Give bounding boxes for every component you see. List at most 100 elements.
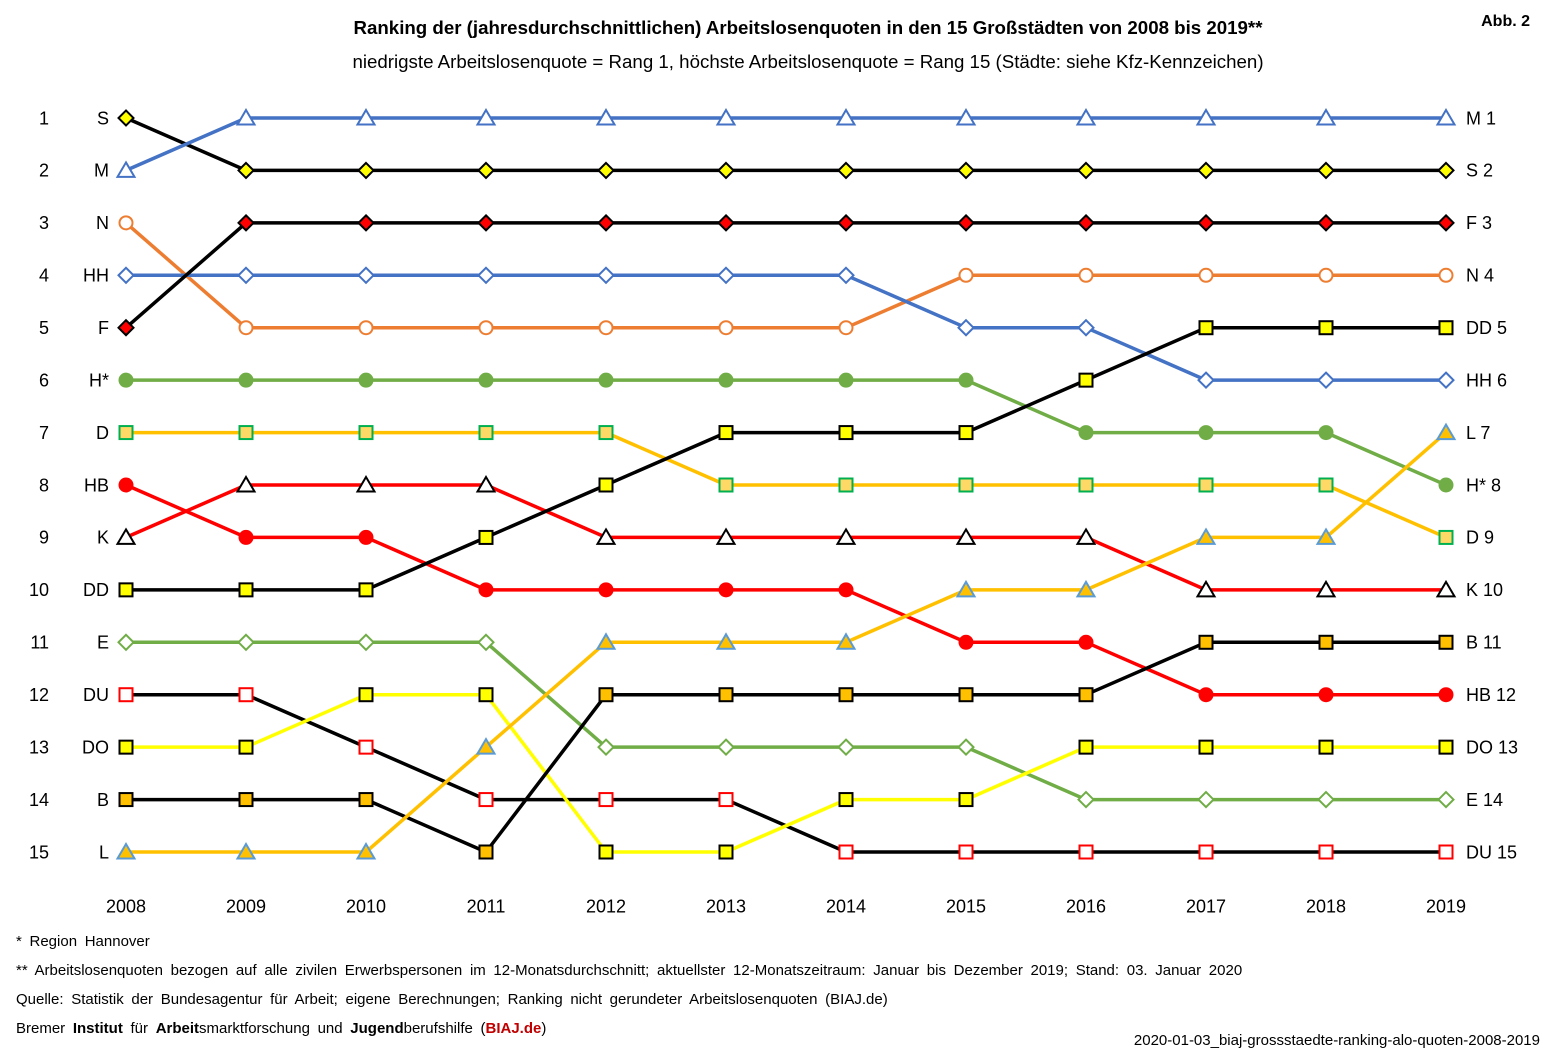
- end-label-b: B 11: [1466, 633, 1502, 653]
- marker-k-2015: [955, 527, 977, 545]
- marker-hb-2013: [718, 582, 734, 598]
- marker-n-2009: [238, 320, 254, 336]
- marker-dd-2011: [478, 529, 494, 545]
- chart-subtitle: niedrigste Arbeitslosenquote = Rang 1, h…: [352, 51, 1264, 72]
- start-label-n: N: [96, 213, 109, 233]
- end-label-f: F 3: [1466, 213, 1492, 233]
- rank-tick-label: 9: [39, 528, 49, 548]
- marker-s-2017: [1197, 161, 1215, 180]
- marker-h-star-2008: [118, 372, 134, 388]
- start-label-l: L: [99, 842, 109, 862]
- marker-h-star-2015: [958, 372, 974, 388]
- marker-n-2010: [358, 320, 374, 336]
- marker-do-2015: [958, 792, 974, 808]
- series-line-e: [126, 640, 1446, 802]
- year-tick-label: 2019: [1426, 896, 1466, 916]
- marker-hh-2010: [357, 266, 375, 285]
- series-line-s: [125, 116, 1446, 173]
- marker-s-2008: [117, 109, 135, 127]
- marker-f-2019: [1437, 213, 1455, 232]
- series-line-d: [126, 430, 1447, 540]
- end-label-hh: HH 6: [1466, 370, 1507, 390]
- marker-d-2018: [1318, 477, 1334, 493]
- marker-du-2008: [118, 687, 134, 703]
- marker-du-2018: [1318, 844, 1334, 860]
- start-label-d: D: [96, 423, 109, 443]
- marker-hh-2011: [477, 266, 495, 285]
- institute-segment-bold: Jugend: [350, 1020, 404, 1037]
- marker-f-2012: [597, 213, 615, 232]
- end-label-hb: HB 12: [1466, 685, 1516, 705]
- marker-f-2017: [1197, 213, 1215, 232]
- end-label-du: DU 15: [1466, 842, 1517, 862]
- marker-d-2015: [958, 477, 974, 493]
- start-label-f: F: [98, 318, 109, 338]
- marker-s-2011: [477, 161, 495, 180]
- marker-e-2013: [717, 738, 735, 757]
- marker-m-2019: [1435, 108, 1457, 126]
- marker-hb-2008: [118, 477, 134, 493]
- marker-n-2011: [478, 320, 494, 336]
- marker-l-2018: [1315, 527, 1337, 545]
- institute-segment: berufshilfe (: [403, 1020, 486, 1037]
- marker-n-2014: [838, 320, 854, 336]
- marker-m-2008: [115, 160, 137, 178]
- start-label-e: E: [97, 633, 109, 653]
- institute-segment-bold: Institut: [72, 1020, 123, 1037]
- marker-do-2016: [1078, 739, 1094, 755]
- series-markers: [115, 108, 1457, 860]
- series-line-m: [125, 116, 1446, 173]
- marker-f-2015: [957, 213, 975, 232]
- institute-segment: für: [122, 1020, 156, 1037]
- rank-tick-label: 14: [29, 790, 49, 810]
- marker-k-2018: [1315, 579, 1337, 598]
- marker-hb-2015: [958, 634, 974, 650]
- start-label-k: K: [97, 528, 109, 548]
- marker-h-star-2009: [238, 372, 254, 388]
- marker-e-2018: [1317, 790, 1335, 809]
- series-line-h-star: [126, 378, 1447, 487]
- year-tick-label: 2015: [946, 896, 986, 916]
- marker-l-2019: [1435, 422, 1457, 441]
- marker-hh-2012: [597, 266, 615, 285]
- marker-f-2016: [1077, 213, 1095, 232]
- rank-tick-label: 3: [39, 213, 49, 233]
- end-label-m: M 1: [1466, 108, 1496, 128]
- start-label-b: B: [97, 790, 109, 810]
- marker-d-2013: [718, 477, 734, 493]
- marker-dd-2009: [238, 582, 254, 598]
- end-label-n: N 4: [1466, 266, 1494, 286]
- series-line-du: [126, 692, 1446, 854]
- marker-f-2018: [1317, 213, 1335, 232]
- marker-hb-2019: [1438, 687, 1454, 703]
- marker-e-2010: [357, 633, 375, 652]
- marker-h-star-2019: [1438, 477, 1454, 493]
- year-tick-label: 2008: [106, 896, 146, 916]
- end-label-h-star: H* 8: [1466, 475, 1501, 495]
- marker-d-2014: [838, 477, 854, 493]
- marker-hh-2015: [957, 318, 975, 337]
- marker-hb-2012: [598, 582, 614, 598]
- marker-b-2011: [478, 844, 494, 860]
- marker-du-2012: [598, 792, 614, 808]
- marker-dd-2008: [118, 582, 134, 598]
- file-name: 2020-01-03_biaj-grossstaedte-ranking-alo…: [1133, 1032, 1540, 1049]
- rank-tick-label: 11: [30, 633, 49, 653]
- start-label-du: DU: [83, 685, 109, 705]
- rank-tick-label: 12: [29, 685, 49, 705]
- year-tick-label: 2016: [1066, 896, 1106, 916]
- marker-h-star-2018: [1318, 425, 1334, 441]
- marker-d-2009: [238, 425, 254, 441]
- marker-hb-2017: [1198, 687, 1214, 703]
- marker-s-2014: [837, 161, 855, 180]
- marker-h-star-2014: [838, 372, 854, 388]
- start-label-hh: HH: [83, 266, 109, 286]
- marker-s-2013: [717, 161, 735, 180]
- rank-tick-label: 4: [39, 266, 49, 286]
- marker-m-2016: [1075, 108, 1097, 126]
- marker-dd-2013: [718, 425, 734, 441]
- year-axis: 2008 2009 2010 2011 2012 2013 2014 2015 2016 2017…: [106, 896, 1466, 916]
- figure-label: Abb. 2: [1481, 13, 1530, 30]
- marker-e-2016: [1077, 790, 1095, 809]
- marker-hh-2019: [1437, 371, 1455, 390]
